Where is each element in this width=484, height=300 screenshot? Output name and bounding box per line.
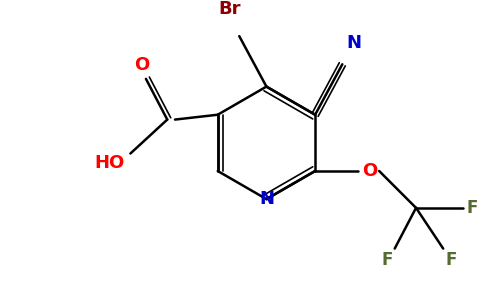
Text: Br: Br <box>218 0 241 18</box>
Text: HO: HO <box>94 154 124 172</box>
Text: O: O <box>362 162 377 180</box>
Text: N: N <box>347 34 362 52</box>
Text: F: F <box>381 251 393 269</box>
Text: F: F <box>445 251 456 269</box>
Text: F: F <box>467 199 478 217</box>
Text: O: O <box>135 56 150 74</box>
Text: N: N <box>259 190 274 208</box>
